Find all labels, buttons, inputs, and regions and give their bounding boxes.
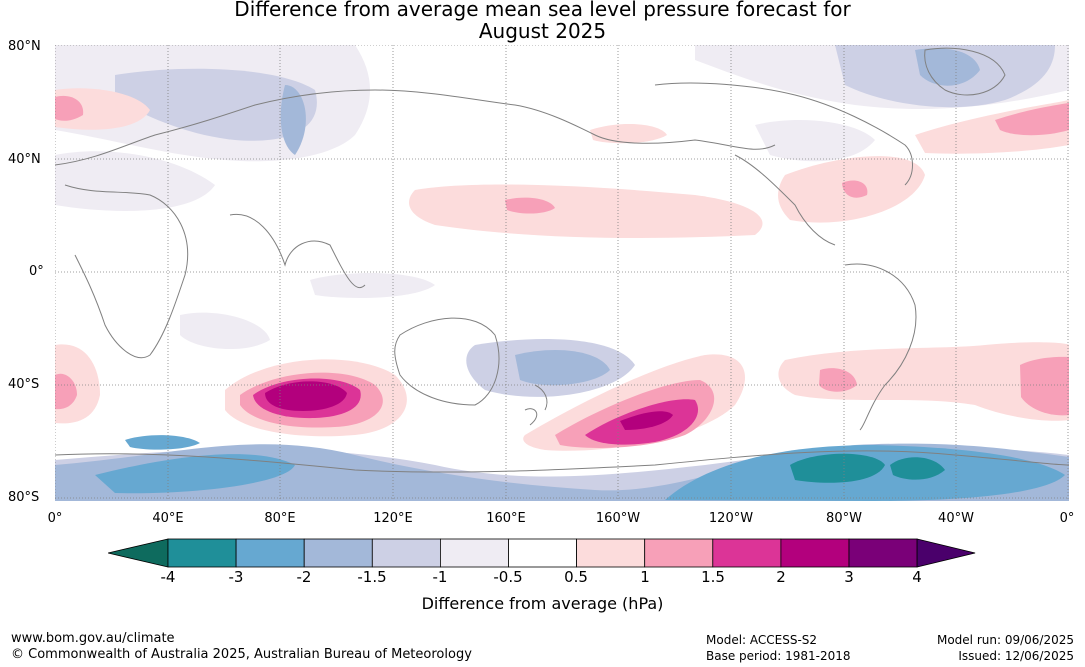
colorbar-tick: -0.5: [493, 568, 523, 586]
colorbar-tick: -2: [296, 568, 312, 586]
lon-label-0-right: 0°: [1059, 511, 1075, 526]
colorbar-segment: [576, 538, 646, 568]
colorbar-segment: [712, 538, 782, 568]
southern-ocean-low-band: [55, 435, 1069, 501]
lat-label-equator: 0°: [29, 264, 44, 279]
colorbar-segment: [780, 538, 850, 568]
lon-label-120e: 120°E: [373, 511, 413, 526]
colorbar-tick: 3: [844, 568, 854, 586]
colorbar-segment: [644, 538, 714, 568]
colorbar-segment: [167, 538, 237, 568]
graticule: [55, 45, 1069, 501]
colorbar-tick: 2: [776, 568, 786, 586]
colorbar-tick: 1.5: [701, 568, 725, 586]
lon-label-80e: 80°E: [264, 511, 296, 526]
pressure-anomaly-map: [55, 45, 1069, 501]
lat-label-80n: 80°N: [8, 39, 41, 54]
lon-label-120w: 120°W: [708, 511, 754, 526]
colorbar-tick: -1.5: [357, 568, 387, 586]
lat-label-40s: 40°S: [8, 377, 40, 392]
footer-url[interactable]: www.bom.gov.au/climate: [11, 631, 175, 646]
positive-anomalies: [55, 88, 1069, 451]
colorbar-tick: -4: [160, 568, 176, 586]
colorbar-segment: [371, 538, 441, 568]
colorbar-extend-low: [108, 538, 169, 568]
footer-issued: Issued: 12/06/2025: [958, 649, 1074, 663]
lon-label-40w: 40°W: [938, 511, 974, 526]
lon-label-160w: 160°W: [595, 511, 641, 526]
footer-copyright: © Commonwealth of Australia 2025, Austra…: [11, 647, 472, 662]
colorbar-label: Difference from average (hPa): [421, 594, 664, 613]
lon-label-160e: 160°E: [486, 511, 526, 526]
lat-label-40n: 40°N: [8, 152, 41, 167]
colorbar-tick: -3: [228, 568, 244, 586]
colorbar-tick: 0.5: [564, 568, 588, 586]
colorbar-tick: 4: [912, 568, 922, 586]
coastlines: [55, 47, 1069, 473]
colorbar-segment: [508, 538, 577, 568]
colorbar: [108, 538, 976, 568]
colorbar-tick: -1: [432, 568, 448, 586]
footer-model-run: Model run: 09/06/2025: [936, 633, 1074, 647]
colorbar-tick: 1: [640, 568, 650, 586]
lat-label-80s: 80°S: [8, 490, 40, 505]
title-line-2: August 2025: [478, 19, 607, 43]
map-title: Difference from average mean sea level p…: [0, 0, 1085, 42]
colorbar-segment: [439, 538, 509, 568]
lon-label-0: 0°: [47, 511, 63, 526]
colorbar-segment: [235, 538, 305, 568]
footer-model: Model: ACCESS-S2: [706, 633, 818, 647]
colorbar-extend-high: [916, 538, 976, 568]
lon-label-40e: 40°E: [152, 511, 184, 526]
title-line-1: Difference from average mean sea level p…: [234, 0, 851, 21]
footer-base-period: Base period: 1981-2018: [706, 649, 851, 663]
colorbar-segment: [848, 538, 918, 568]
lon-label-80w: 80°W: [826, 511, 862, 526]
colorbar-segment: [303, 538, 373, 568]
